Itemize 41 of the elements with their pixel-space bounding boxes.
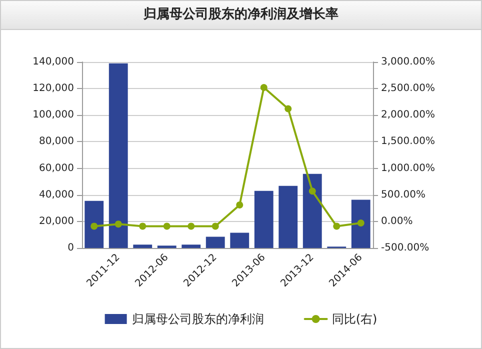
- y2-tick-label: 2,000.00%: [381, 110, 436, 121]
- point: [114, 220, 122, 228]
- bar: [133, 244, 152, 248]
- y-tick-label: 100,000: [32, 110, 74, 121]
- y2-tick-label: 500.00%: [381, 189, 426, 200]
- y-tick-label: 120,000: [32, 83, 74, 94]
- y2-tick-label: -500.00%: [381, 242, 430, 254]
- point: [284, 105, 292, 112]
- point: [333, 222, 340, 230]
- point: [163, 222, 170, 230]
- bar: [230, 232, 250, 248]
- point: [188, 222, 195, 230]
- bar: [278, 186, 298, 248]
- legend-label: 归属母公司股东的净利润: [132, 312, 264, 326]
- y2-tick-label: 0.00%: [381, 216, 413, 227]
- y-tick-label: 140,000: [32, 56, 74, 68]
- y2-tick-label: 3,000.00%: [381, 56, 436, 68]
- point: [236, 201, 244, 208]
- y-tick-label: 20,000: [39, 216, 74, 227]
- bar: [206, 236, 225, 248]
- y2-tick-label: 1,500.00%: [381, 136, 436, 148]
- y-tick-label: 60,000: [39, 162, 74, 174]
- bar: [84, 200, 104, 248]
- point: [90, 222, 98, 230]
- point: [308, 188, 316, 195]
- bar: [182, 244, 201, 248]
- y-tick-label: 0: [68, 242, 74, 254]
- point: [212, 222, 219, 230]
- y2-tick-label: 2,500.00%: [381, 83, 436, 94]
- point: [357, 220, 364, 227]
- bar: [254, 190, 274, 248]
- point: [260, 84, 268, 92]
- bar: [302, 174, 322, 248]
- legend-label: 同比(右): [332, 312, 378, 326]
- bar: [108, 63, 128, 248]
- y-tick-label: 80,000: [39, 136, 74, 148]
- chart-title: 归属母公司股东的净利润及增长率: [1, 1, 481, 30]
- bar: [351, 200, 370, 248]
- y2-tick-label: 1,000.00%: [381, 162, 436, 174]
- point: [139, 222, 146, 230]
- y-tick-label: 40,000: [39, 189, 74, 200]
